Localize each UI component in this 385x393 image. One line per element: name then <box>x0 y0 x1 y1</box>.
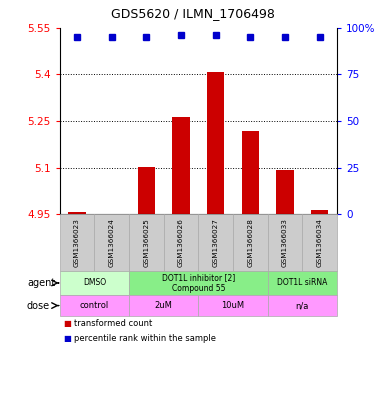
Bar <box>138 167 155 214</box>
Text: GSM1366025: GSM1366025 <box>143 218 149 267</box>
Text: GSM1366033: GSM1366033 <box>282 218 288 267</box>
Bar <box>69 212 86 214</box>
Text: GSM1366034: GSM1366034 <box>316 218 323 267</box>
Text: 10uM: 10uM <box>221 301 244 310</box>
Text: 2uM: 2uM <box>155 301 172 310</box>
Text: agent: agent <box>27 278 55 288</box>
Text: GDS5620 / ILMN_1706498: GDS5620 / ILMN_1706498 <box>110 7 275 20</box>
Text: n/a: n/a <box>296 301 309 310</box>
Bar <box>242 131 259 214</box>
Bar <box>311 209 328 214</box>
Text: GSM1366026: GSM1366026 <box>178 218 184 267</box>
Text: ■: ■ <box>64 319 71 328</box>
Text: GSM1366027: GSM1366027 <box>213 218 219 267</box>
Text: transformed count: transformed count <box>74 319 152 328</box>
Bar <box>103 213 120 214</box>
Bar <box>207 72 224 214</box>
Text: DOT1L siRNA: DOT1L siRNA <box>277 279 327 287</box>
Text: dose: dose <box>27 301 50 310</box>
Text: control: control <box>80 301 109 310</box>
Text: DOT1L inhibitor [2]
Compound 55: DOT1L inhibitor [2] Compound 55 <box>162 273 235 293</box>
Text: ■: ■ <box>64 334 71 343</box>
Bar <box>172 117 189 214</box>
Text: GSM1366024: GSM1366024 <box>109 218 115 267</box>
Text: GSM1366023: GSM1366023 <box>74 218 80 267</box>
Text: DMSO: DMSO <box>83 279 106 287</box>
Bar <box>276 170 293 214</box>
Text: percentile rank within the sample: percentile rank within the sample <box>74 334 216 343</box>
Text: GSM1366028: GSM1366028 <box>247 218 253 267</box>
